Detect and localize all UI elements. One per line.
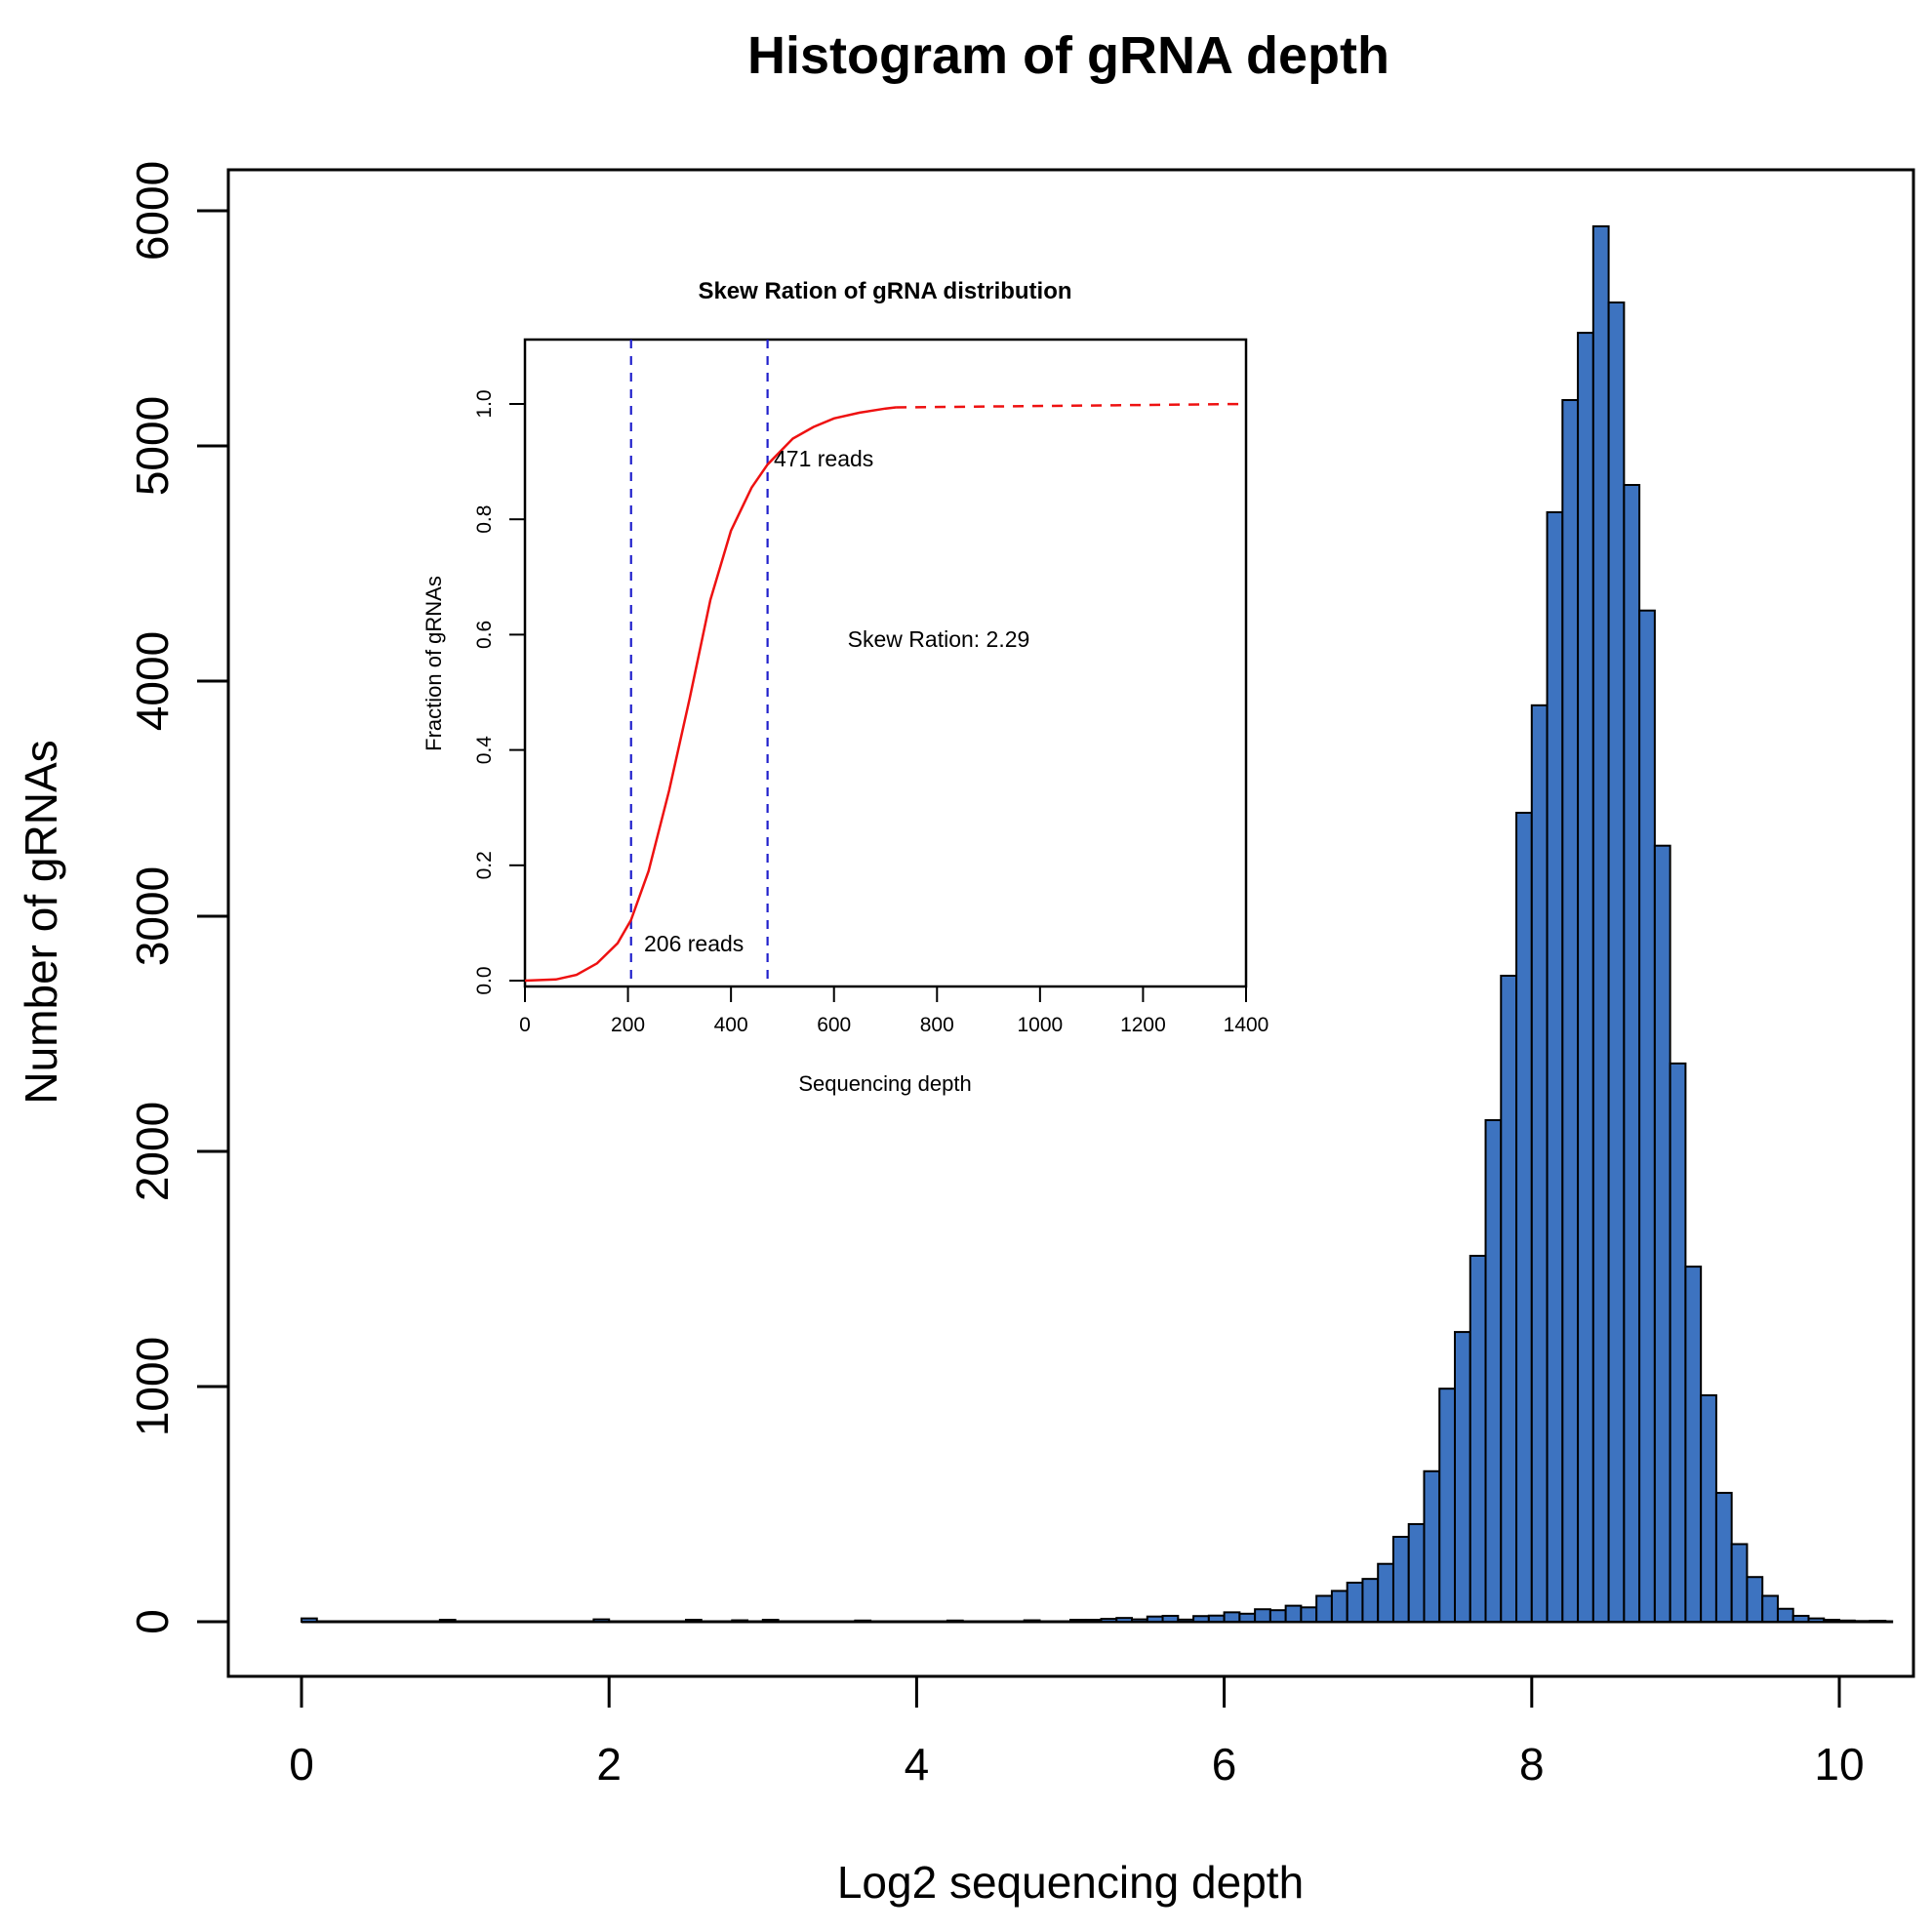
svg-text:6000: 6000: [127, 161, 178, 261]
inset-x-axis-label: Sequencing depth: [798, 1071, 971, 1096]
annotation-skew-ratio: Skew Ration: 2.29: [848, 626, 1030, 652]
svg-text:2: 2: [596, 1739, 622, 1790]
svg-text:1200: 1200: [1120, 1014, 1166, 1036]
svg-text:0.2: 0.2: [473, 851, 496, 879]
main-plot-title: Histogram of gRNA depth: [747, 26, 1389, 85]
svg-text:2000: 2000: [127, 1102, 178, 1201]
svg-text:1000: 1000: [1017, 1014, 1063, 1036]
inset-axis-ticks: 0 200 400 600 800 1000 1200 1400 0.0 0.2 0.4 0.6 0.8…: [473, 389, 1268, 1036]
svg-text:4: 4: [905, 1739, 930, 1790]
svg-text:0: 0: [289, 1739, 314, 1790]
svg-text:10: 10: [1814, 1739, 1864, 1790]
svg-text:0: 0: [127, 1609, 178, 1634]
svg-text:4000: 4000: [127, 631, 178, 731]
main-y-axis-label: Number of gRNAs: [16, 740, 66, 1104]
svg-text:800: 800: [920, 1014, 954, 1036]
svg-text:1000: 1000: [127, 1337, 178, 1436]
svg-text:0.0: 0.0: [473, 966, 496, 994]
annotation-206-reads: 206 reads: [644, 931, 744, 956]
svg-text:600: 600: [817, 1014, 851, 1036]
svg-text:1.0: 1.0: [473, 389, 496, 418]
svg-text:0.6: 0.6: [473, 621, 496, 649]
inset-plot-box: [523, 338, 1248, 988]
inset-plot-title: Skew Ration of gRNA distribution: [698, 278, 1071, 304]
histogram-bars: [301, 224, 1894, 1624]
svg-text:8: 8: [1519, 1739, 1545, 1790]
main-plot-box: [226, 168, 1915, 1678]
main-x-axis-label: Log2 sequencing depth: [837, 1857, 1304, 1908]
annotation-471-reads: 471 reads: [774, 446, 873, 471]
svg-text:200: 200: [611, 1014, 645, 1036]
svg-text:0.4: 0.4: [473, 736, 496, 765]
inset-curve-and-lines: [524, 340, 1247, 986]
svg-text:6: 6: [1212, 1739, 1237, 1790]
inset-y-axis-label: Fraction of gRNAs: [422, 576, 446, 751]
svg-text:0: 0: [519, 1014, 531, 1036]
svg-text:0.8: 0.8: [473, 505, 496, 534]
svg-text:1400: 1400: [1224, 1014, 1269, 1036]
svg-text:3000: 3000: [127, 866, 178, 966]
svg-text:400: 400: [714, 1014, 748, 1036]
svg-text:5000: 5000: [127, 396, 178, 496]
